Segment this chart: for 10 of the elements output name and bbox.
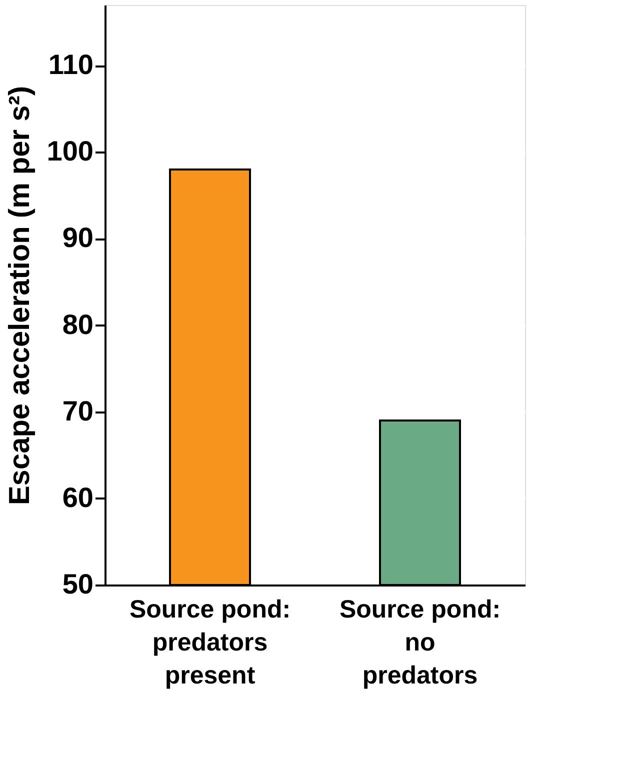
y-tick-label: 80	[62, 308, 94, 340]
y-axis-title: Escape acceleration (m per s²)	[4, 86, 36, 506]
y-tick-label: 100	[46, 136, 94, 167]
y-tick-label: 50	[62, 568, 94, 600]
y-tick-label: 60	[62, 482, 94, 513]
x-tick-label: Source pond: no predators	[339, 596, 501, 690]
y-tick-label: 90	[62, 222, 94, 254]
y-tick-label: 70	[62, 395, 94, 426]
y-tick-label: 110	[48, 49, 94, 80]
x-tick-label: Source pond: predators present	[129, 596, 291, 690]
